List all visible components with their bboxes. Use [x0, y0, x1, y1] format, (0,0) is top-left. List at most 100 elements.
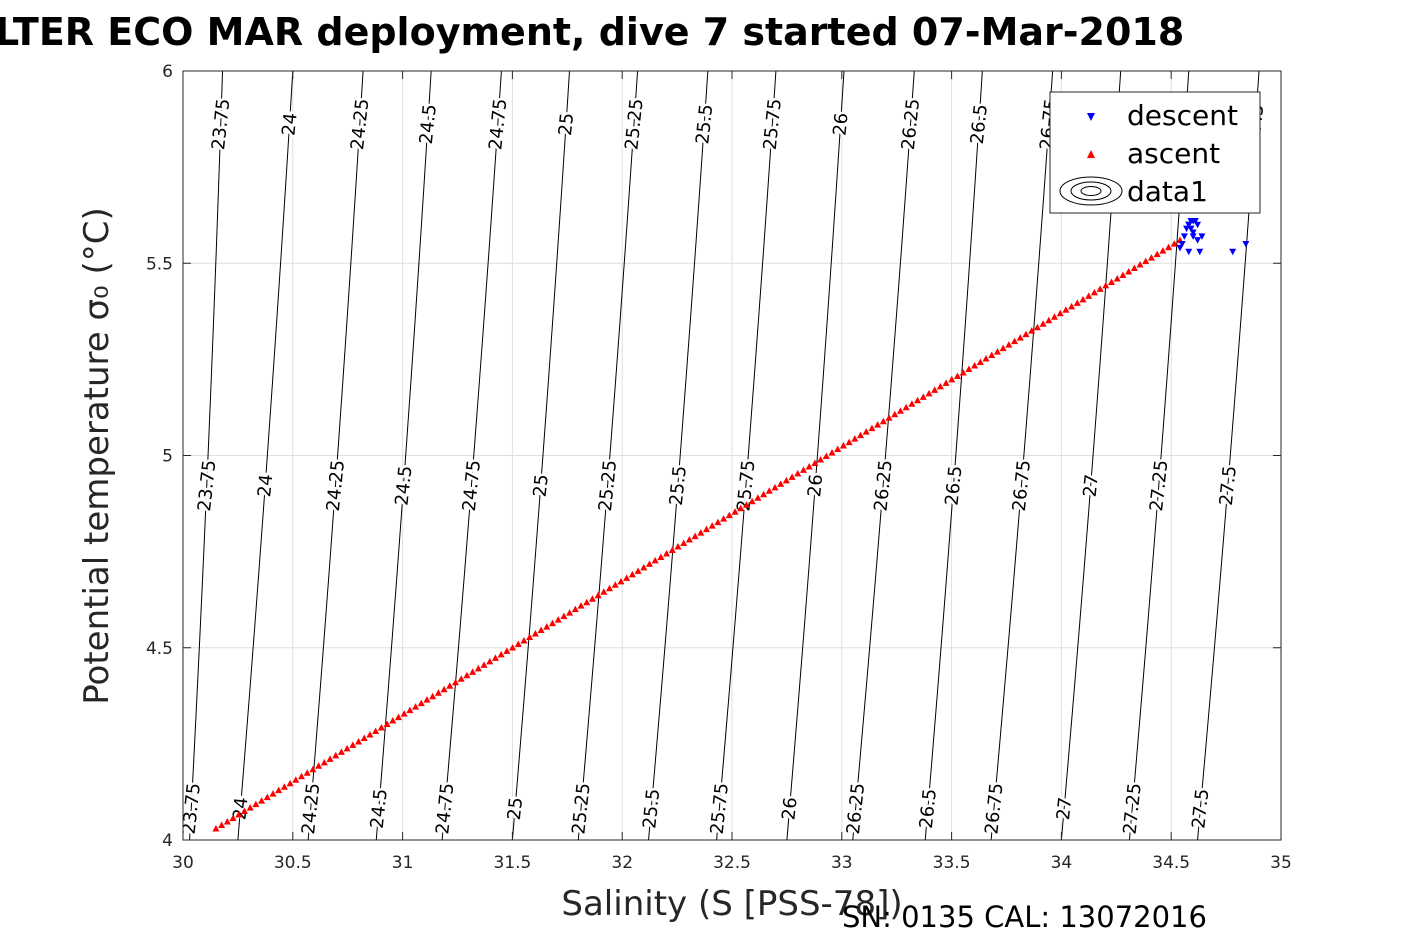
ascent-point — [959, 368, 967, 376]
legend-ascent-marker — [1087, 150, 1095, 158]
y-axis-label: Potential temperature σ₀ (°C) — [77, 207, 117, 705]
ascent-point — [434, 689, 442, 696]
ascent-point — [845, 438, 853, 446]
ascent-point — [640, 563, 648, 571]
x-tick-label: 30.5 — [274, 853, 312, 873]
ascent-point — [799, 466, 807, 473]
ascent-point — [275, 786, 283, 794]
isopycnal-label: 24 — [278, 112, 301, 137]
isopycnal-label: 26 — [804, 473, 827, 498]
ascent-point — [1130, 264, 1138, 272]
descent-point — [1196, 248, 1204, 256]
legend-data1-label: data1 — [1127, 175, 1208, 208]
ascent-point — [942, 379, 950, 386]
descent-series — [1176, 217, 1250, 256]
ascent-point — [1079, 295, 1087, 303]
isopycnal-line — [375, 71, 432, 840]
y-tick-label: 4.5 — [146, 639, 173, 659]
y-tick-label: 5.5 — [146, 254, 173, 274]
ascent-point — [862, 428, 870, 435]
ascent-point — [600, 588, 608, 595]
ascent-point — [497, 650, 505, 658]
isopycnal-line — [441, 71, 502, 840]
ascent-point — [463, 671, 471, 679]
x-tick-label: 31 — [392, 853, 414, 873]
ascent-point — [691, 532, 699, 540]
ascent-point — [332, 751, 340, 759]
ascent-point — [240, 807, 248, 815]
ascent-point — [229, 814, 237, 822]
descent-point — [1185, 221, 1193, 229]
ascent-point — [452, 678, 460, 686]
descent-point — [1242, 241, 1250, 248]
isopycnal-label: 24.25 — [298, 782, 324, 835]
ascent-point — [703, 525, 711, 533]
ascent-point — [531, 630, 539, 637]
ascent-point — [366, 730, 374, 738]
isopycnal-line — [852, 71, 915, 840]
ascent-point — [822, 452, 830, 460]
isopycnal-label: 24.75 — [459, 459, 485, 512]
ascent-point — [794, 469, 802, 477]
ascent-point — [446, 682, 454, 689]
ascent-point — [1073, 299, 1081, 306]
ascent-point — [1033, 323, 1041, 331]
isopycnal-label: 26 — [829, 112, 852, 137]
ascent-point — [839, 442, 847, 449]
ascent-point — [879, 417, 887, 425]
ascent-point — [1085, 292, 1093, 299]
descent-point — [1194, 237, 1202, 244]
ascent-point — [400, 710, 408, 717]
ascent-point — [577, 602, 585, 609]
isopycnal-line — [786, 71, 845, 840]
ascent-point — [936, 382, 944, 390]
ascent-point — [1096, 285, 1104, 292]
ascent-point — [885, 414, 893, 421]
ascent-point — [782, 476, 790, 484]
ascent-point — [931, 386, 939, 393]
ascent-point — [828, 449, 836, 456]
isopycnal-label: 26.5 — [941, 465, 966, 507]
isopycnal-label: 26 — [778, 796, 801, 821]
ascent-point — [349, 741, 357, 748]
isopycnal-label: 24.5 — [391, 465, 416, 507]
ascent-point — [406, 706, 414, 714]
ascent-point — [857, 431, 865, 439]
isopycnal-line — [237, 71, 294, 840]
ascent-point — [360, 734, 368, 741]
ascent-point — [1039, 320, 1047, 327]
ascent-point — [457, 675, 465, 682]
ascent-point — [1153, 250, 1161, 258]
ascent-point — [480, 661, 488, 668]
descent-point — [1178, 241, 1186, 248]
ascent-point — [1165, 243, 1173, 251]
y-tick-label: 4 — [162, 831, 173, 851]
ascent-point — [526, 633, 534, 641]
axes: 30 30.5 31 31.5 32 32.5 33 33.5 34 34.5 35 4 4.5 5 5.5… — [146, 62, 1292, 873]
ascent-point — [372, 727, 380, 734]
isopycnal-label: 26.5 — [967, 103, 992, 145]
ascent-point — [258, 797, 266, 804]
ascent-point — [805, 462, 813, 470]
isopycnal-label: 25 — [504, 796, 527, 821]
ascent-point — [737, 504, 745, 512]
ascent-point — [868, 424, 876, 432]
ascent-point — [252, 800, 260, 808]
ascent-point — [663, 549, 671, 557]
ascent-point — [1068, 302, 1076, 310]
ascent-point — [383, 720, 391, 728]
ascent-point — [948, 375, 956, 383]
legend-descent-marker — [1087, 113, 1095, 121]
ascent-point — [1102, 281, 1110, 289]
x-tick-label: 34 — [1051, 853, 1073, 873]
ascent-point — [1090, 288, 1098, 296]
ascent-point — [326, 755, 334, 762]
ascent-point — [355, 737, 363, 745]
ascent-point — [514, 640, 522, 647]
y-tick-label: 5 — [162, 447, 173, 467]
ascent-point — [657, 553, 665, 560]
ascent-point — [1108, 278, 1116, 285]
ascent-point — [731, 508, 739, 515]
serial-calibration-footer: SN: 0135 CAL: 13072016 — [842, 900, 1207, 934]
ascent-point — [817, 455, 825, 463]
